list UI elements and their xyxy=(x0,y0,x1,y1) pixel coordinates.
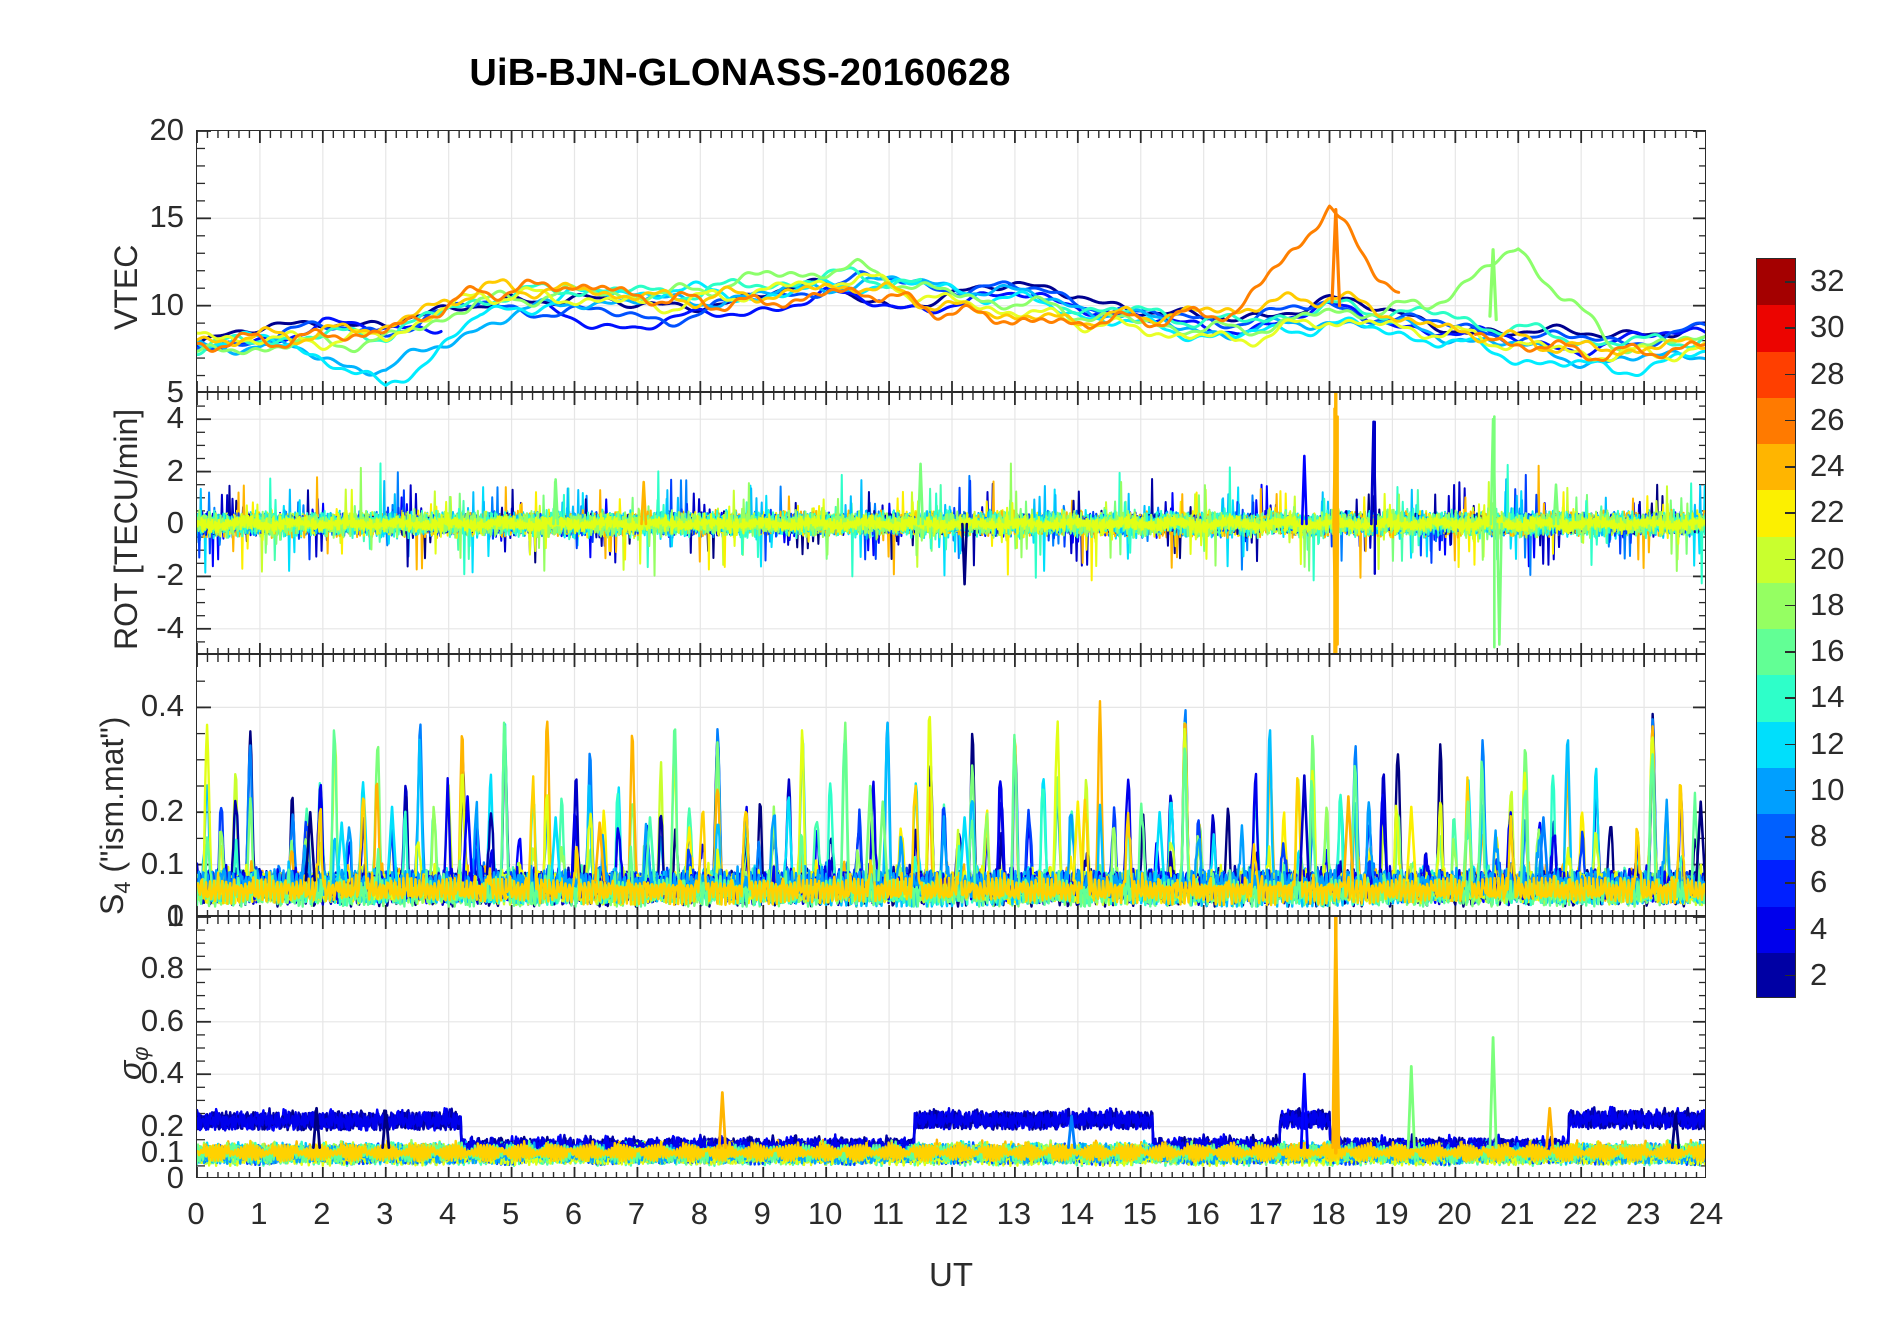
colorbar-prn[interactable] xyxy=(1756,258,1796,998)
colorbar-tick-28: 28 xyxy=(1810,355,1845,391)
colorbar-tickmark xyxy=(1785,558,1795,561)
figure-title: UiB-BJN-GLONASS-20160628 xyxy=(469,52,1011,94)
ytick-p1-10: 10 xyxy=(149,286,184,322)
ytick-p2-2: 2 xyxy=(166,452,184,488)
ytick-p4-0p6: 0.6 xyxy=(140,1002,184,1038)
ytick-p4-1: 1 xyxy=(166,898,184,933)
ytick-p3-0p2: 0.2 xyxy=(140,793,184,829)
colorbar-tick-10: 10 xyxy=(1810,771,1845,807)
ytick-p1-20: 20 xyxy=(149,112,184,147)
axis-label-ut: UT xyxy=(929,1256,973,1293)
ytick-p4-0p1: 0.1 xyxy=(140,1133,184,1169)
colorbar-tickmark xyxy=(1785,697,1795,699)
ytick-p2-neg4: -4 xyxy=(156,609,184,645)
xtick-2: 2 xyxy=(313,1196,331,1231)
axis-label-rot: ROT [TECU/min] xyxy=(108,408,144,650)
panel-rot xyxy=(196,392,1706,654)
xtick-14: 14 xyxy=(1059,1196,1095,1231)
xtick-23: 23 xyxy=(1625,1196,1661,1231)
colorbar-tick-14: 14 xyxy=(1810,679,1845,715)
colorbar-tick-32: 32 xyxy=(1810,263,1845,299)
colorbar-tickmark xyxy=(1785,836,1795,838)
colorbar-tickmark xyxy=(1785,604,1795,607)
ytick-p4-0p2: 0.2 xyxy=(140,1107,184,1143)
ytick-p1-15: 15 xyxy=(149,199,184,235)
colorbar-tickmark xyxy=(1785,882,1795,884)
colorbar-tick-30: 30 xyxy=(1810,309,1845,345)
xtick-4: 4 xyxy=(439,1196,457,1231)
ytick-p2-4: 4 xyxy=(166,400,184,436)
xtick-11: 11 xyxy=(871,1196,905,1231)
colorbar-tickmark xyxy=(1785,743,1795,746)
colorbar-tickmark xyxy=(1785,512,1795,514)
ytick-p1-5: 5 xyxy=(166,374,184,409)
colorbar-tick-4: 4 xyxy=(1810,910,1828,946)
axis-label-sigma-phi: σφ xyxy=(112,1046,153,1081)
xtick-8: 8 xyxy=(690,1196,708,1231)
colorbar-tick-24: 24 xyxy=(1810,448,1845,484)
axis-label-s4: S4 ("ism.mat") xyxy=(94,716,135,915)
ytick-p3-0: 0 xyxy=(166,898,184,933)
colorbar-tick-6: 6 xyxy=(1810,864,1828,900)
colorbar-tick-12: 12 xyxy=(1810,725,1845,761)
ytick-p3-0p4: 0.4 xyxy=(140,688,184,724)
colorbar-tickmark xyxy=(1785,327,1795,329)
panel-sigma-phi xyxy=(196,916,1706,1178)
xtick-18: 18 xyxy=(1311,1196,1346,1231)
xtick-24: 24 xyxy=(1688,1196,1724,1231)
xtick-20: 20 xyxy=(1437,1196,1472,1231)
colorbar-tickmark xyxy=(1785,373,1795,376)
colorbar-tickmark xyxy=(1785,466,1795,468)
xtick-13: 13 xyxy=(996,1196,1032,1231)
colorbar-tickmark xyxy=(1785,419,1795,422)
xtick-16: 16 xyxy=(1185,1196,1220,1231)
axis-label-vtec: VTEC xyxy=(108,244,144,330)
xtick-9: 9 xyxy=(753,1196,771,1231)
xtick-10: 10 xyxy=(807,1196,843,1231)
xtick-17: 17 xyxy=(1248,1196,1283,1231)
ytick-p4-0p4: 0.4 xyxy=(140,1055,184,1091)
xtick-21: 21 xyxy=(1500,1196,1535,1231)
xtick-3: 3 xyxy=(376,1196,394,1231)
xtick-7: 7 xyxy=(627,1196,646,1231)
colorbar-tickmark xyxy=(1785,928,1795,931)
xtick-5: 5 xyxy=(501,1196,520,1231)
colorbar-tickmark xyxy=(1785,281,1795,283)
ytick-p4-0: 0 xyxy=(166,1160,184,1195)
colorbar-tick-22: 22 xyxy=(1810,494,1845,530)
ytick-p2-neg2: -2 xyxy=(156,557,184,593)
colorbar-tick-16: 16 xyxy=(1810,633,1845,669)
xtick-12: 12 xyxy=(933,1196,969,1231)
panel-vtec xyxy=(196,130,1706,392)
ytick-p3-0p1: 0.1 xyxy=(140,845,184,881)
colorbar-tick-8: 8 xyxy=(1810,818,1828,854)
ytick-p4-0p8: 0.8 xyxy=(140,950,184,986)
panel-s4 xyxy=(196,654,1706,916)
colorbar-tickmark xyxy=(1785,651,1795,653)
xtick-6: 6 xyxy=(564,1196,583,1231)
ytick-p2-0: 0 xyxy=(166,505,184,540)
xtick-15: 15 xyxy=(1122,1196,1157,1231)
colorbar-tick-26: 26 xyxy=(1810,401,1845,437)
colorbar-tick-2: 2 xyxy=(1810,956,1828,992)
colorbar-tickmark xyxy=(1785,789,1795,792)
xtick-1: 1 xyxy=(250,1196,268,1231)
xtick-0: 0 xyxy=(187,1196,205,1231)
colorbar-tick-20: 20 xyxy=(1810,540,1845,576)
xtick-22: 22 xyxy=(1562,1196,1598,1231)
colorbar-tick-18: 18 xyxy=(1810,586,1845,622)
colorbar-tickmark xyxy=(1785,974,1795,977)
xtick-19: 19 xyxy=(1374,1196,1409,1231)
